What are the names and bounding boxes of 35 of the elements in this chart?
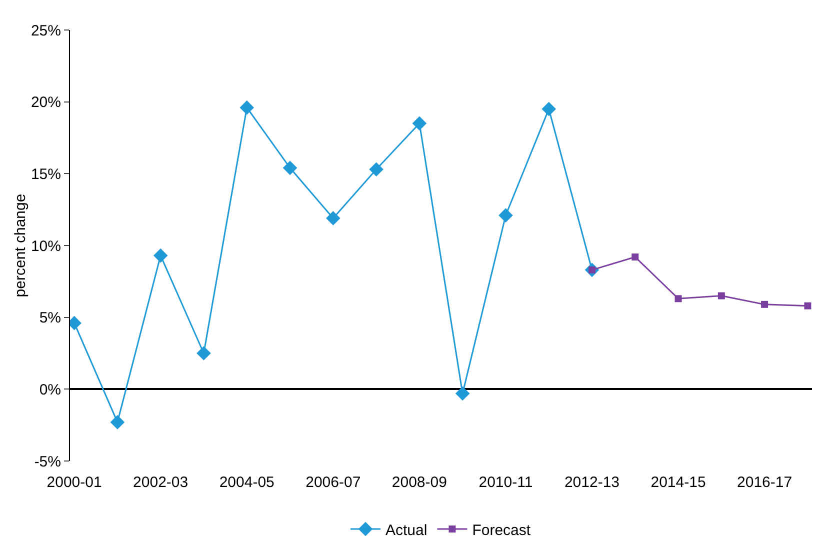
point — [110, 415, 125, 430]
y-tick-label: -5% — [34, 453, 61, 470]
point — [369, 162, 384, 177]
point — [196, 346, 211, 360]
y-tick-label: 25% — [30, 22, 61, 40]
y-axis-title: percent change — [12, 194, 29, 298]
x-tick-label: 2002-03 — [133, 474, 188, 491]
x-tick-label: 2012-13 — [564, 474, 620, 491]
x-tick-label: 2008-09 — [392, 474, 447, 491]
point — [674, 295, 682, 302]
x-tick-label: 2014-15 — [650, 474, 706, 491]
x-tick-label: 2004-05 — [219, 474, 274, 491]
point — [240, 100, 254, 115]
legend-label: Actual — [386, 522, 428, 539]
point — [153, 248, 168, 263]
point — [282, 160, 298, 176]
x-tick-label: 2000-01 — [46, 474, 102, 491]
x-tick-label: 2010-11 — [478, 474, 533, 491]
x-tick-label: 2006-07 — [306, 474, 361, 491]
y-tick-label: 20% — [30, 94, 61, 112]
point — [498, 208, 513, 222]
y-tick-label: 15% — [30, 166, 61, 183]
point — [412, 116, 427, 131]
point — [761, 300, 768, 308]
point — [542, 102, 556, 116]
legend-label: Forecast — [472, 522, 532, 539]
point — [632, 253, 639, 260]
y-tick-label: 5% — [39, 310, 61, 327]
point — [455, 386, 470, 401]
point — [718, 292, 725, 300]
y-tick-label: 10% — [30, 238, 61, 255]
x-tick-label: 2016-17 — [737, 474, 792, 491]
y-tick-label: 0% — [39, 381, 61, 398]
point — [326, 211, 340, 226]
point — [804, 302, 812, 310]
